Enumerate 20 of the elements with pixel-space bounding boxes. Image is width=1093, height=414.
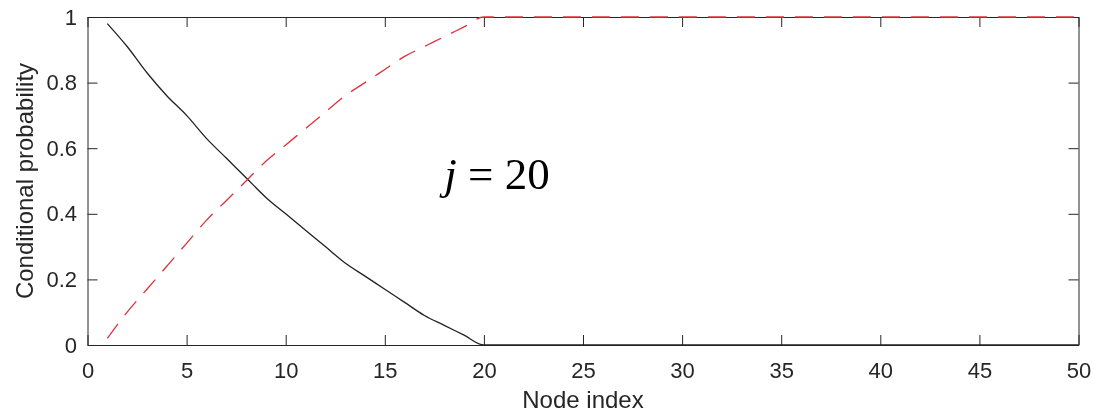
y-tick-label: 0.8	[46, 70, 77, 96]
y-tick-label: 0.4	[46, 201, 77, 227]
y-axis-title: Conditional probability	[11, 62, 38, 300]
x-axis-title: Node index	[522, 386, 644, 413]
y-tick-label: 1	[64, 4, 77, 30]
x-tick-label: 0	[81, 357, 95, 383]
x-tick-label: 45	[967, 357, 993, 383]
x-tick-label: 15	[373, 357, 398, 383]
y-tick-label: 0.6	[46, 135, 77, 161]
x-tick-label: 50	[1066, 357, 1092, 383]
x-tick-label: 40	[868, 357, 894, 383]
annotation: j = 20	[439, 148, 550, 199]
y-tick-label: 0.2	[46, 266, 77, 292]
x-tick-label: 5	[180, 357, 194, 383]
x-tick-label: 25	[571, 357, 596, 383]
y-tick-label: 0	[64, 332, 77, 358]
x-tick-label: 20	[472, 357, 497, 383]
x-tick-label: 10	[273, 357, 299, 383]
x-tick-label: 35	[769, 357, 794, 383]
x-tick-label: 30	[670, 357, 695, 383]
